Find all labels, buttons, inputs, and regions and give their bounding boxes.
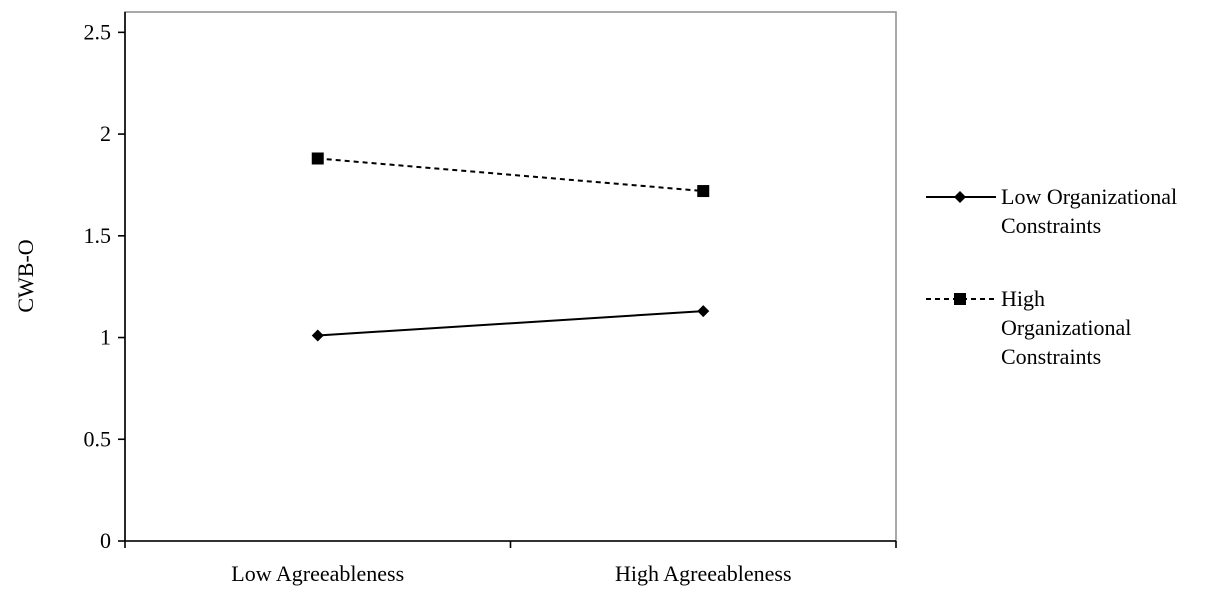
series-layer <box>311 152 710 342</box>
data-point-marker <box>311 152 324 165</box>
legend-label: Low Organizational <box>1001 184 1177 209</box>
y-axis-ticks: 0 0.5 1 1.5 2 2.5 <box>84 19 125 553</box>
y-axis-title: CWB-O <box>13 239 38 312</box>
y-tick-label: 2.5 <box>84 19 112 44</box>
legend-item: Low Organizational Constraints <box>926 184 1177 238</box>
x-axis-ticks: Low Agreeableness High Agreeableness <box>124 541 897 586</box>
legend-label: Organizational <box>1001 315 1131 340</box>
data-point-marker <box>697 305 710 318</box>
y-tick-label: 2 <box>100 121 111 146</box>
legend-label: Constraints <box>1001 213 1101 238</box>
legend-marker <box>954 191 966 203</box>
y-tick-label: 1.5 <box>84 223 112 248</box>
legend-label: High <box>1001 286 1045 311</box>
legend-item: High Organizational Constraints <box>926 286 1131 369</box>
y-tick-label: 1 <box>100 325 111 350</box>
series-line <box>317 157 704 193</box>
series-high-organizational-constraints <box>311 152 710 198</box>
plot-area-frame <box>124 11 897 542</box>
series-line <box>317 310 704 337</box>
data-point-marker <box>311 329 324 342</box>
series-low-organizational-constraints <box>311 305 710 342</box>
legend-label: Constraints <box>1001 344 1101 369</box>
data-point-marker <box>697 185 710 198</box>
y-tick-label: 0.5 <box>84 426 112 451</box>
x-category-label: Low Agreeableness <box>231 561 404 586</box>
x-category-label: High Agreeableness <box>615 561 792 586</box>
legend: Low Organizational Constraints High Organiz… <box>926 184 1177 369</box>
legend-marker <box>954 293 966 305</box>
y-tick-label: 0 <box>100 528 111 553</box>
